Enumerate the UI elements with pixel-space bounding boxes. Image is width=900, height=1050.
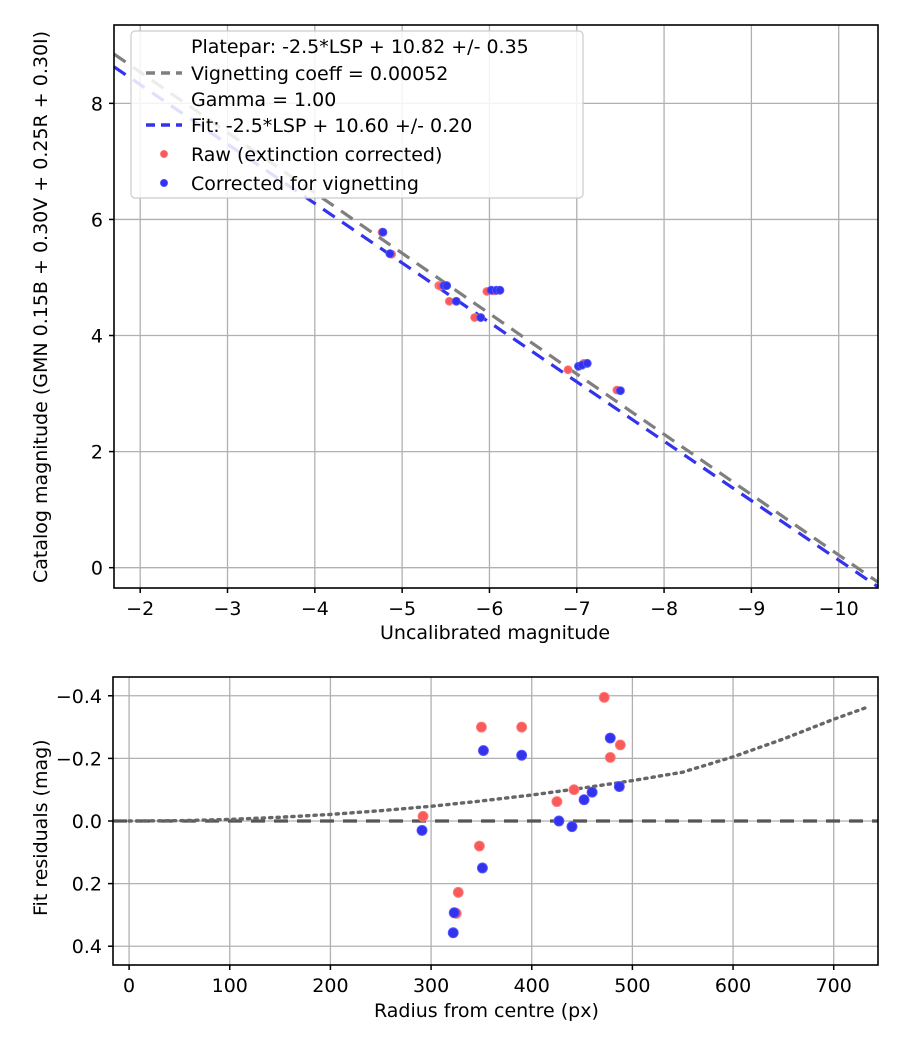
- data-point: [568, 784, 580, 796]
- xtick-label: −10: [819, 598, 859, 620]
- data-point: [452, 886, 464, 898]
- top-plot-xlabel: Uncalibrated magnitude: [380, 622, 611, 644]
- data-point: [475, 721, 487, 733]
- legend-dot-red-icon: [159, 149, 168, 158]
- top-plot-frame: [113, 24, 879, 589]
- ytick-label: −0.2: [56, 748, 102, 770]
- data-point: [417, 810, 429, 822]
- data-point: [495, 285, 505, 295]
- data-point: [551, 796, 563, 808]
- top-plot-ticks: −2 −3 −4 −5 −6 −7 −8 −9 −10 0 2 4 6 8: [91, 93, 859, 620]
- bottom-plot-reference-lines: [113, 705, 878, 823]
- bottom-plot-xlabel: Radius from centre (px): [374, 1000, 599, 1022]
- bottom-plot-ticks: 0 100 200 300 400 500 600 700 −0.4 −0.2 0.0 0.2 0.4: [56, 686, 852, 997]
- data-point: [586, 786, 598, 798]
- data-point: [563, 365, 573, 375]
- xtick-label: 400: [514, 975, 550, 997]
- top-plot-fit-lines: [113, 52, 879, 589]
- data-point: [473, 840, 485, 852]
- ytick-label: 4: [91, 326, 103, 348]
- xtick-label: −7: [563, 598, 591, 620]
- data-point: [447, 927, 459, 939]
- xtick-label: 700: [816, 975, 852, 997]
- data-point: [598, 691, 610, 703]
- data-point: [578, 794, 590, 806]
- xtick-label: −2: [126, 598, 154, 620]
- legend-box: [130, 30, 584, 199]
- data-point: [553, 815, 565, 827]
- xtick-label: −3: [214, 598, 242, 620]
- data-point: [604, 752, 616, 763]
- ytick-label: 0.4: [72, 936, 102, 958]
- data-point: [582, 358, 592, 368]
- xtick-label: 0: [123, 975, 135, 997]
- data-point: [416, 824, 428, 836]
- data-point: [516, 749, 528, 761]
- ytick-label: 0.0: [72, 811, 102, 833]
- data-point: [516, 721, 528, 733]
- legend-label-vignetting-coeff: Vignetting coeff = 0.00052: [191, 63, 448, 85]
- data-point: [615, 386, 625, 396]
- data-point: [378, 227, 388, 237]
- data-point: [566, 821, 578, 833]
- xtick-label: 100: [212, 975, 248, 997]
- xtick-label: −8: [650, 598, 678, 620]
- legend-label-gamma: Gamma = 1.00: [191, 89, 336, 111]
- data-point: [613, 781, 625, 793]
- legend-label-platepar: Platepar: -2.5*LSP + 10.82 +/- 0.35: [191, 36, 529, 58]
- xtick-label: 500: [614, 975, 650, 997]
- ytick-label: 0.2: [72, 874, 102, 896]
- data-point: [614, 739, 626, 751]
- ytick-label: −0.4: [56, 686, 102, 708]
- legend-label-raw: Raw (extinction corrected): [191, 144, 442, 166]
- xtick-label: −6: [475, 598, 503, 620]
- xtick-label: 300: [413, 975, 449, 997]
- xtick-label: 200: [312, 975, 348, 997]
- xtick-label: 600: [715, 975, 751, 997]
- ytick-label: 0: [91, 558, 103, 580]
- legend-dot-blue-icon: [159, 178, 168, 187]
- bottom-plot-data-points: [416, 691, 626, 939]
- data-point: [448, 907, 460, 919]
- data-point: [604, 732, 616, 744]
- vignetting-curve: [127, 705, 868, 823]
- data-point: [385, 249, 395, 259]
- legend-label-corrected: Corrected for vignetting: [191, 173, 419, 195]
- xtick-label: −5: [388, 598, 416, 620]
- ytick-label: 8: [91, 93, 103, 115]
- bottom-plot-ylabel: Fit residuals (mag): [30, 739, 52, 916]
- xtick-label: −9: [737, 598, 765, 620]
- fit-line: [113, 65, 879, 589]
- bottom-panel: 0 100 200 300 400 500 600 700 −0.4 −0.2 0.0 0.2 0.4: [56, 676, 879, 997]
- data-point: [477, 745, 489, 757]
- ytick-label: 6: [91, 209, 103, 231]
- data-point: [476, 313, 486, 322]
- top-plot-ylabel: Catalog magnitude (GMN 0.15B + 0.30V + 0…: [30, 30, 52, 583]
- xtick-label: −4: [301, 598, 329, 620]
- legend-label-fit: Fit: -2.5*LSP + 10.60 +/- 0.20: [191, 115, 472, 137]
- fit-line: [113, 52, 879, 584]
- data-point: [451, 296, 461, 306]
- ytick-label: 2: [91, 442, 103, 464]
- data-point: [442, 281, 452, 291]
- top-plot-data-points: [377, 227, 625, 396]
- legend: Platepar: -2.5*LSP + 10.82 +/- 0.35 Vign…: [130, 30, 584, 199]
- data-point: [476, 862, 488, 874]
